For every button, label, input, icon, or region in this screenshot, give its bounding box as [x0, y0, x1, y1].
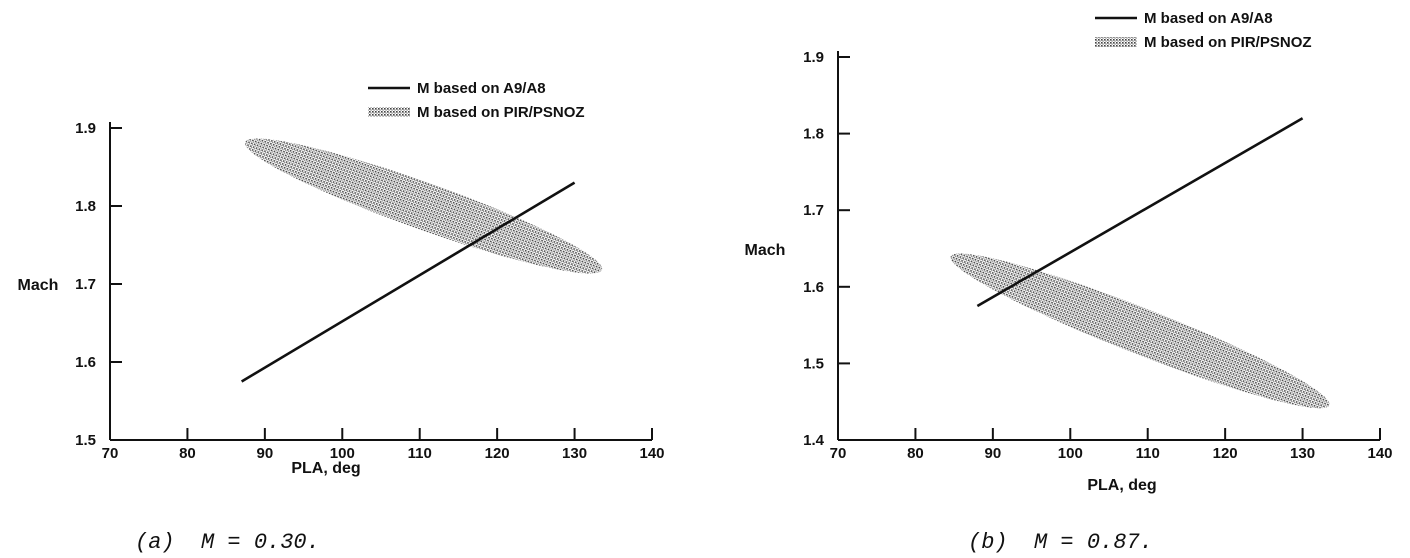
panel-b-legend-label-band: M based on PIR/PSNOZ — [1144, 34, 1312, 51]
panel-b-xlabel: PLA, deg — [1087, 477, 1156, 494]
panel-b-xtick-label: 110 — [1136, 445, 1160, 462]
panel-a-caption: (a) M = 0.30. — [135, 530, 320, 555]
panel-b-xtick-label: 90 — [985, 445, 1002, 462]
panel-b: 70 80 90 100 110 120 130 140 1.4 1.5 1.6 1.7 1.8 1.9… — [745, 10, 1393, 555]
panel-b-xtick-label: 100 — [1058, 445, 1083, 462]
panel-a-xtick-label: 90 — [257, 445, 274, 462]
panel-b-ytick-labels: 1.4 1.5 1.6 1.7 1.8 1.9 — [803, 49, 825, 449]
panel-b-xtick-label: 80 — [907, 445, 924, 462]
panel-a-legend-label-line: M based on A9/A8 — [417, 80, 546, 97]
panel-a-xtick-label: 120 — [485, 445, 510, 462]
panel-a-xtick-label: 80 — [179, 445, 196, 462]
panel-a: 70 80 90 100 110 120 130 140 1.5 1.6 1.7 1.8 1.9 PL… — [18, 80, 665, 555]
panel-a-ytick-label: 1.9 — [75, 120, 96, 137]
panel-b-xtick-label: 130 — [1290, 445, 1315, 462]
panel-a-xtick-label: 110 — [408, 445, 432, 462]
panel-b-legend-band-swatch — [1095, 37, 1137, 47]
panel-b-legend-label-line: M based on A9/A8 — [1144, 10, 1273, 27]
panel-a-legend: M based on A9/A8 M based on PIR/PSNOZ — [368, 80, 585, 121]
panel-b-ytick-label: 1.6 — [803, 279, 824, 296]
panel-a-xtick-label: 140 — [639, 445, 664, 462]
panel-b-ytick-label: 1.8 — [803, 126, 824, 143]
panel-b-xtick-label: 120 — [1213, 445, 1238, 462]
panel-a-xtick-labels: 70 80 90 100 110 120 130 140 — [102, 445, 665, 462]
panel-a-ylabel: Mach — [18, 277, 59, 294]
panel-b-line — [976, 117, 1304, 308]
panel-b-caption: (b) M = 0.87. — [968, 530, 1153, 555]
panel-b-ytick-label: 1.9 — [803, 49, 824, 66]
panel-b-ytick-label: 1.7 — [803, 202, 824, 219]
panel-a-legend-label-band: M based on PIR/PSNOZ — [417, 104, 585, 121]
panel-b-ytick-label: 1.4 — [803, 432, 825, 449]
panel-a-legend-band-swatch — [368, 107, 410, 117]
panel-a-xtick-label: 70 — [102, 445, 119, 462]
panel-a-band — [245, 138, 603, 274]
panel-b-xtick-label: 140 — [1367, 445, 1392, 462]
panel-a-ytick-label: 1.8 — [75, 198, 96, 215]
panel-b-ylabel: Mach — [745, 242, 786, 259]
panel-a-xtick-label: 130 — [562, 445, 587, 462]
panel-b-xtick-label: 70 — [830, 445, 847, 462]
panel-a-ytick-labels: 1.5 1.6 1.7 1.8 1.9 — [75, 120, 96, 449]
panel-a-line — [240, 181, 576, 383]
panel-b-ytick-label: 1.5 — [803, 355, 824, 372]
panel-a-ytick-label: 1.5 — [75, 432, 96, 449]
panel-b-xtick-labels: 70 80 90 100 110 120 130 140 — [830, 445, 1393, 462]
panel-a-xtick-label: 100 — [330, 445, 355, 462]
panel-a-ytick-label: 1.7 — [75, 276, 96, 293]
panel-a-shaded-region — [245, 138, 603, 274]
panel-b-shaded-region — [950, 253, 1330, 409]
panel-b-axes — [837, 51, 1381, 441]
panel-a-a9a8-line — [240, 181, 576, 383]
panel-b-legend: M based on A9/A8 M based on PIR/PSNOZ — [1095, 10, 1312, 51]
panel-b-a9a8-line — [976, 117, 1304, 308]
panel-a-xlabel: PLA, deg — [291, 460, 360, 477]
panel-a-ytick-label: 1.6 — [75, 354, 96, 371]
panel-b-band — [950, 253, 1330, 409]
panel-a-axes — [109, 122, 653, 441]
